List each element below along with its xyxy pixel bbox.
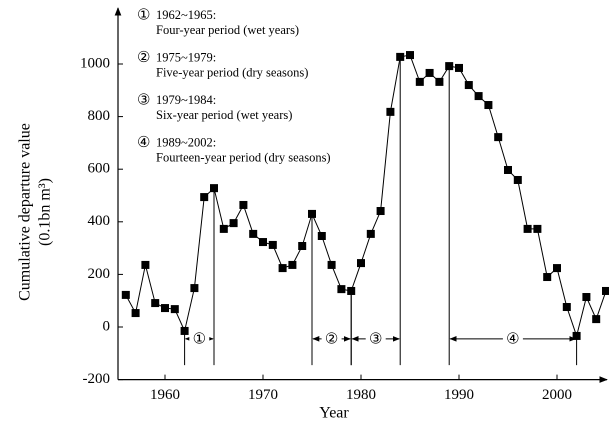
data-point [562, 303, 571, 312]
data-point [572, 331, 581, 340]
annotation-number: ① [137, 7, 150, 23]
x-tick-label: 2000 [542, 387, 572, 403]
data-point [425, 68, 434, 77]
y-tick-label: 0 [103, 318, 111, 334]
period-label: ④ [506, 331, 519, 347]
period-label-bg [321, 329, 342, 348]
y-tick-label: 400 [88, 213, 111, 229]
data-point [327, 260, 336, 269]
period-label: ③ [369, 331, 382, 347]
annotation-number: ④ [137, 135, 150, 151]
data-point [308, 209, 316, 218]
annotation-title: 1962~1965: [156, 8, 216, 22]
x-tick-label: 1960 [150, 387, 180, 403]
data-point [357, 259, 365, 268]
data-point [523, 224, 532, 233]
data-point [121, 290, 130, 299]
annotation-text: Five-year period (dry seasons) [156, 65, 308, 79]
data-point [494, 133, 503, 142]
period-label: ② [325, 331, 338, 347]
data-point [210, 184, 218, 193]
data-point [396, 52, 405, 61]
y-tick-label: -200 [83, 371, 111, 387]
x-tick-label: 1980 [346, 387, 376, 403]
data-point [366, 229, 375, 238]
data-point [200, 193, 209, 202]
data-point [268, 240, 277, 249]
data-point [259, 238, 267, 247]
annotation-text: Six-year period (wet years) [156, 108, 292, 122]
annotation-title: 1975~1979: [156, 50, 216, 64]
data-point [170, 305, 179, 314]
data-point [190, 284, 199, 293]
period-label-bg [502, 329, 523, 348]
data-point [543, 273, 552, 282]
data-point [180, 326, 189, 335]
data-point [219, 224, 228, 233]
annotation-number: ③ [137, 92, 150, 108]
data-point [435, 77, 444, 86]
data-point [415, 77, 424, 86]
y-tick-label: 1000 [80, 55, 110, 71]
data-point [298, 241, 307, 250]
data-point [504, 165, 512, 174]
annotation-title: 1979~1984: [156, 93, 216, 107]
data-point [249, 229, 258, 238]
data-point [141, 260, 150, 269]
data-point [484, 101, 493, 110]
x-axis-label: Year [319, 405, 349, 422]
y-tick-label: 600 [88, 161, 111, 177]
annotation-title: 1989~2002: [156, 135, 216, 149]
data-point [278, 264, 287, 273]
period-label-bg [365, 329, 386, 348]
y-tick-label: 800 [88, 108, 111, 124]
data-point [553, 264, 561, 273]
annotation-text: Fourteen-year period (dry seasons) [156, 150, 331, 164]
data-point [151, 299, 160, 308]
data-point [455, 63, 463, 72]
y-axis-label: Cumulative departure value [17, 123, 34, 301]
data-point [386, 107, 395, 116]
annotation-text: Four-year period (wet years) [156, 23, 299, 37]
data-point [533, 224, 542, 233]
data-point [464, 81, 473, 90]
data-point [513, 175, 522, 184]
data-point [131, 309, 140, 318]
period-label: ① [193, 331, 206, 347]
data-point [347, 286, 356, 295]
x-tick-label: 1970 [248, 387, 278, 403]
data-point [406, 51, 414, 60]
data-point [582, 293, 591, 302]
data-point [337, 285, 346, 294]
y-axis-label: (0.1bn m³) [37, 178, 54, 246]
annotation-number: ② [137, 50, 150, 66]
data-point [288, 260, 297, 269]
data-point [602, 286, 609, 295]
data-point [239, 200, 248, 209]
data-point [317, 232, 326, 241]
data-point [229, 219, 238, 228]
y-tick-label: 200 [88, 266, 111, 282]
period-label-bg [189, 329, 210, 348]
data-point [445, 62, 454, 71]
data-point [474, 92, 483, 101]
x-tick-label: 1990 [444, 387, 474, 403]
data-point [592, 315, 601, 324]
data-point [161, 304, 169, 313]
data-point [376, 207, 385, 216]
